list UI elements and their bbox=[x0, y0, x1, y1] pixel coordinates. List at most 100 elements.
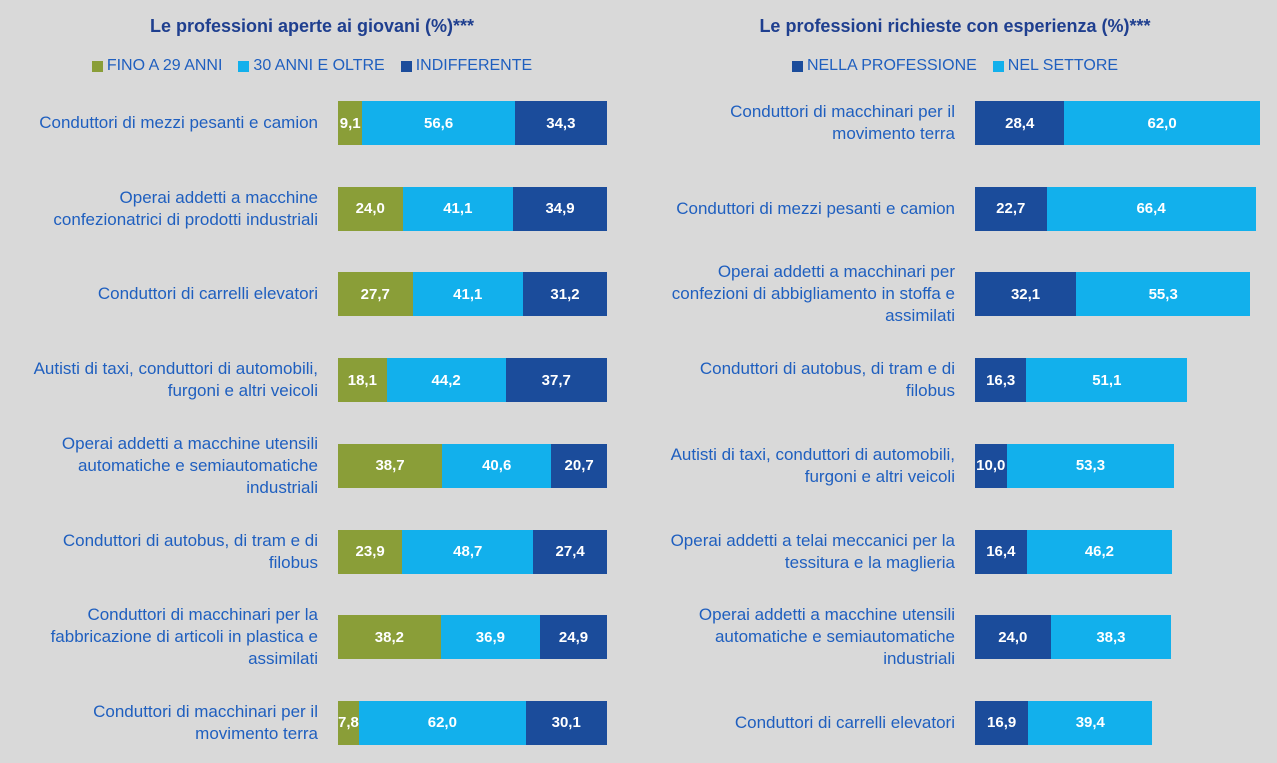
data-label: 24,0 bbox=[998, 628, 1028, 646]
chart-title: Le professioni aperte ai giovani (%)*** bbox=[149, 16, 475, 36]
data-label: 7,8 bbox=[338, 714, 359, 732]
category-label: Autisti di taxi, conduttori di automobil… bbox=[33, 359, 318, 401]
legend-item: NELLA PROFESSIONE bbox=[791, 57, 977, 75]
bar-segment: 32,1 bbox=[975, 272, 1077, 317]
category-label: Operai addetti a telai meccanici per la … bbox=[670, 530, 955, 572]
bar-segment: 23,9 bbox=[338, 529, 403, 574]
bar-segment: 9,1 bbox=[338, 101, 363, 145]
data-label: 37,7 bbox=[541, 371, 571, 389]
data-label: 34,9 bbox=[545, 200, 575, 218]
bar-segment: 62,0 bbox=[358, 700, 526, 745]
legend-label: FINO A 29 ANNI bbox=[106, 57, 223, 74]
data-label: 34,3 bbox=[546, 114, 576, 132]
bar-segment: 27,4 bbox=[533, 529, 607, 574]
bar-segment: 38,7 bbox=[338, 443, 443, 488]
category-label: Conduttori di autobus, di tram e di filo… bbox=[62, 530, 318, 572]
category-label: Conduttori di mezzi pesanti e camion bbox=[676, 198, 955, 218]
bar-segment: 53,3 bbox=[1006, 443, 1175, 488]
bar-segment: 66,4 bbox=[1046, 186, 1256, 231]
data-label: 16,3 bbox=[986, 371, 1016, 389]
bar-segment: 41,1 bbox=[412, 272, 524, 317]
bar-segment: 48,7 bbox=[402, 529, 534, 574]
bar-segment: 28,4 bbox=[975, 101, 1065, 145]
bar-segment: 24,0 bbox=[338, 186, 403, 231]
category-label: Operai addetti a macchine confezionatric… bbox=[53, 187, 318, 229]
data-label: 41,1 bbox=[443, 200, 473, 218]
bar-segment: 20,7 bbox=[551, 443, 607, 488]
bar-segment: 18,1 bbox=[338, 358, 387, 403]
bar-segment: 62,0 bbox=[1064, 101, 1260, 145]
chart-title: Le professioni richieste con esperienza … bbox=[759, 16, 1151, 36]
legend-swatch bbox=[91, 60, 103, 72]
category-label: Conduttori di macchinari per il moviment… bbox=[730, 102, 955, 143]
data-label: 27,7 bbox=[360, 285, 390, 303]
data-label: 27,4 bbox=[555, 543, 585, 560]
data-label: 32,1 bbox=[1010, 285, 1041, 303]
bar-segment: 24,0 bbox=[975, 615, 1051, 660]
bar-segment: 30,1 bbox=[525, 700, 607, 745]
legend-label: 30 ANNI E OLTRE bbox=[253, 57, 385, 74]
bar-segment: 24,9 bbox=[540, 615, 607, 660]
bar-segment: 37,7 bbox=[505, 358, 607, 403]
legend-item: INDIFFERENTE bbox=[400, 57, 533, 75]
bar-segment: 16,9 bbox=[975, 700, 1029, 745]
bar-segment: 36,9 bbox=[440, 615, 540, 660]
data-label: 55,3 bbox=[1148, 285, 1178, 303]
legend-swatch bbox=[992, 60, 1004, 72]
legend-swatch bbox=[791, 60, 803, 72]
bar-segment: 27,7 bbox=[338, 272, 413, 317]
data-label: 20,7 bbox=[564, 457, 594, 475]
bar-segment: 55,3 bbox=[1076, 272, 1251, 317]
bar-segment: 38,3 bbox=[1050, 615, 1172, 660]
legend: FINO A 29 ANNI 30 ANNI E OLTRE INDIFFERENT… bbox=[0, 57, 632, 75]
category-label: Operai addetti a macchinari per confezio… bbox=[671, 262, 955, 326]
category-label: Conduttori di carrelli elevatori bbox=[97, 284, 318, 304]
data-label: 48,7 bbox=[453, 543, 483, 560]
data-label: 31,2 bbox=[550, 285, 580, 303]
bar-segment: 41,1 bbox=[402, 186, 514, 231]
data-label: 16,4 bbox=[986, 543, 1016, 560]
data-label: 53,3 bbox=[1075, 457, 1106, 475]
data-label: 40,6 bbox=[482, 457, 512, 475]
bar-segment: 51,1 bbox=[1026, 358, 1188, 403]
data-label: 38,7 bbox=[375, 457, 405, 475]
data-label: 24,9 bbox=[558, 628, 589, 646]
data-label: 24,0 bbox=[355, 200, 385, 218]
data-label: 62,0 bbox=[1147, 114, 1177, 132]
category-label: Conduttori di macchinari per la fabbrica… bbox=[50, 605, 318, 669]
bar-segment: 44,2 bbox=[386, 358, 506, 403]
bar-segment: 56,6 bbox=[362, 101, 515, 145]
category-label: Conduttori di carrelli elevatori bbox=[734, 712, 955, 732]
data-label: 28,4 bbox=[1005, 114, 1035, 132]
data-label: 38,2 bbox=[374, 628, 404, 646]
data-label: 22,7 bbox=[996, 200, 1026, 218]
bar-segment: 31,2 bbox=[523, 272, 607, 317]
legend-label: NEL SETTORE bbox=[1007, 57, 1119, 74]
data-label: 44,2 bbox=[431, 371, 461, 389]
data-label: 23,9 bbox=[355, 543, 385, 560]
bar-segment: 38,2 bbox=[338, 615, 441, 660]
legend-item: NEL SETTORE bbox=[992, 57, 1119, 75]
data-label: 30,1 bbox=[551, 714, 581, 732]
legend-item: 30 ANNI E OLTRE bbox=[238, 57, 385, 75]
bar-segment: 46,2 bbox=[1026, 529, 1173, 574]
legend-item: FINO A 29 ANNI bbox=[91, 57, 223, 75]
legend-label: INDIFFERENTE bbox=[415, 57, 533, 74]
bar-segment: 16,4 bbox=[975, 529, 1027, 574]
data-label: 16,9 bbox=[987, 714, 1017, 732]
legend: NELLA PROFESSIONE NEL SETTORE bbox=[635, 57, 1275, 75]
data-label: 10,0 bbox=[976, 457, 1006, 475]
bar-segment: 39,4 bbox=[1028, 700, 1153, 745]
category-label: Operai addetti a macchine utensili autom… bbox=[698, 605, 955, 669]
data-label: 18,1 bbox=[347, 371, 377, 389]
bar-segment: 16,3 bbox=[975, 358, 1027, 403]
legend-swatch bbox=[238, 60, 250, 72]
bar-segment: 34,9 bbox=[513, 186, 607, 231]
bar-segment: 7,8 bbox=[338, 700, 359, 745]
category-label: Autisti di taxi, conduttori di automobil… bbox=[670, 444, 955, 486]
category-label: Conduttori di autobus, di tram e di filo… bbox=[699, 359, 955, 401]
data-label: 46,2 bbox=[1084, 543, 1115, 560]
category-label: Conduttori di macchinari per il moviment… bbox=[93, 701, 318, 743]
bar-segment: 22,7 bbox=[975, 186, 1047, 231]
